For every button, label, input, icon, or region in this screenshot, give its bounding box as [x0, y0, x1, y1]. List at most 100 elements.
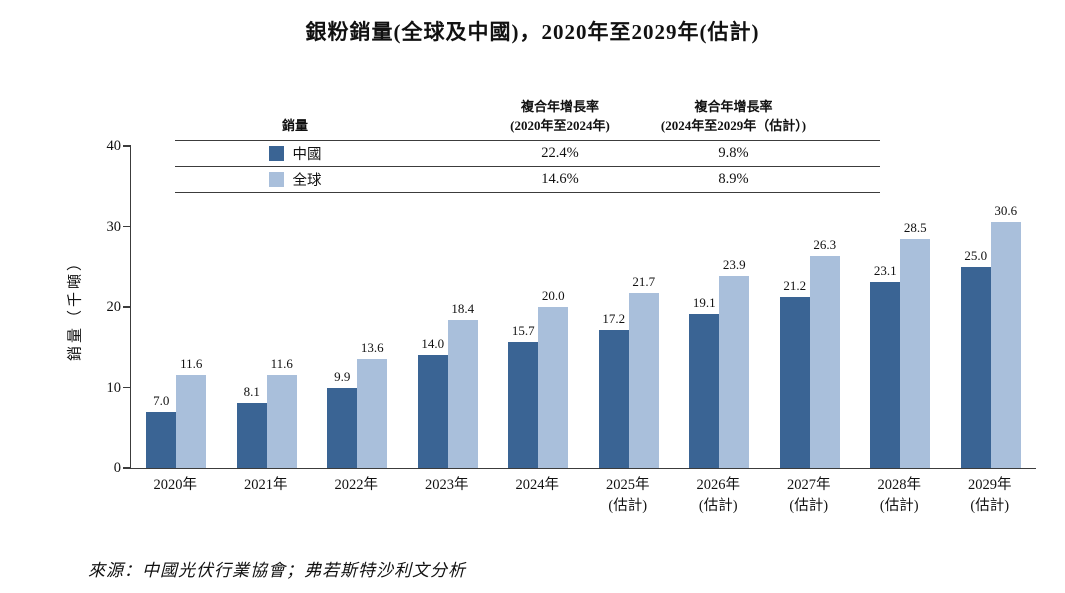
bar-global [357, 358, 388, 468]
bar-column-global: 23.9 [719, 256, 750, 468]
legend-swatch-global [268, 172, 284, 187]
bar-china [960, 266, 991, 468]
x-axis-label: 2029年 (估計) [968, 477, 1012, 515]
legend-label-global-text: 全球 [292, 173, 322, 189]
bar-column-global: 18.4 [447, 301, 478, 468]
bar-value-label: 11.6 [270, 355, 293, 371]
bar-group-2022年: 9.9 13.6 [312, 340, 403, 468]
bar-china [598, 329, 629, 468]
legend-header-sales: 銷量 [281, 118, 308, 134]
bar-column-global: 21.7 [628, 274, 659, 468]
bar-column-china: 15.7 [508, 322, 539, 468]
bar-column-china: 17.2 [598, 310, 629, 468]
cagr-value-global-2024-2029: 8.9% [718, 171, 749, 187]
legend-header-cagr-2020-2024: 複合年增長率 (2020年至2024年) [510, 99, 610, 134]
bar-column-china: 14.0 [417, 336, 448, 468]
bar-value-label: 30.6 [994, 202, 1018, 218]
y-axis-tick-label: 40 [106, 138, 122, 154]
bar-value-label: 20.0 [541, 288, 565, 303]
legend-table: 銷量 複合年增長率 (2020年至2024年) 複合年增長率 (2024年至20… [175, 94, 880, 193]
bar-column-china: 19.1 [689, 295, 720, 468]
bar-value-label: 21.2 [783, 278, 807, 294]
bar-column-china: 21.2 [779, 278, 810, 468]
bar-column-global: 26.3 [809, 237, 840, 468]
x-axis-label: 2026年 (估計) [696, 477, 741, 515]
y-axis-tick [123, 145, 131, 147]
bar-global [538, 307, 569, 468]
bar-value-label: 28.5 [903, 219, 927, 235]
y-axis-tick [123, 225, 131, 228]
bar-value-label: 19.1 [692, 295, 716, 311]
legend-label-china: 中國 [175, 141, 415, 166]
bar-column-global: 28.5 [900, 219, 931, 468]
bar-value-label: 17.2 [602, 310, 626, 326]
bar-column-china: 8.1 [236, 383, 267, 468]
bar-china [327, 388, 358, 468]
bar-china [779, 297, 810, 468]
y-axis-tick-label: 20 [106, 299, 122, 315]
x-axis-label: 2021年 [244, 477, 288, 493]
y-axis-title: 銷量（千噸） [67, 252, 84, 362]
y-axis-tick-label: 30 [106, 218, 122, 235]
source-note: 來源：中國光伏行業協會；弗若斯特沙利文分析 [88, 561, 466, 580]
y-axis-tick [123, 467, 131, 469]
bar-group-2023年: 14.0 18.4 [403, 301, 494, 468]
bar-value-label: 21.7 [632, 274, 656, 290]
y-axis-tick-label: 0 [113, 460, 121, 476]
bar-column-global: 20.0 [538, 288, 569, 468]
bar-column-china: 7.0 [146, 392, 177, 468]
legend-header-row: 銷量 複合年增長率 (2020年至2024年) 複合年增長率 (2024年至20… [175, 94, 880, 141]
bar-china [417, 355, 448, 468]
bar-value-label: 8.1 [243, 383, 260, 399]
y-axis-tick-label: 10 [106, 379, 122, 396]
bar-group-2028年: 23.1 28.5 [855, 220, 946, 468]
bar-value-label: 7.0 [153, 392, 170, 408]
bar-group-2021年: 8.1 11.6 [222, 356, 313, 468]
x-axis-label: 2025年 (估計) [606, 477, 650, 515]
bar-group-2024年: 15.7 20.0 [493, 288, 584, 468]
bar-china [236, 402, 267, 468]
bar-value-label: 9.9 [334, 369, 351, 385]
bar-value-label: 15.7 [511, 322, 535, 338]
bar-global [719, 275, 750, 468]
x-axis-label: 2024年 [515, 477, 560, 493]
legend-row-china: 中國 22.4% 9.8% [175, 141, 880, 167]
bar-china [870, 282, 901, 468]
bar-column-global: 11.6 [176, 355, 207, 468]
y-axis-tick [123, 306, 131, 308]
cagr-value-global-2020-2024: 14.6% [541, 171, 579, 187]
bar-value-label: 25.0 [964, 247, 988, 263]
bar-china [146, 411, 177, 468]
x-axis-label: 2022年 [334, 477, 379, 493]
bar-value-label: 11.6 [180, 355, 203, 371]
bar-value-label: 26.3 [813, 237, 837, 253]
bar-global [266, 374, 297, 468]
y-axis-tick [123, 386, 131, 389]
bar-column-global: 11.6 [266, 355, 297, 468]
x-axis-label: 2028年 (估計) [877, 477, 922, 515]
bar-value-label: 23.9 [722, 256, 746, 272]
x-axis-label: 2020年 [153, 477, 198, 493]
bar-value-label: 23.1 [873, 263, 897, 279]
bar-column-china: 23.1 [870, 263, 901, 468]
bar-global [628, 293, 659, 468]
bar-global [176, 374, 207, 468]
bar-value-label: 14.0 [421, 336, 445, 352]
bar-column-china: 25.0 [960, 247, 991, 468]
legend-swatch-china [268, 146, 284, 161]
chart-title: 銀粉銷量(全球及中國)，2020年至2029年(估計) [305, 20, 760, 44]
cagr-value-china-2024-2029: 9.8% [718, 145, 749, 161]
bar-global [990, 221, 1021, 468]
bar-value-label: 13.6 [360, 339, 384, 355]
bar-group-2029年: 25.0 30.6 [946, 203, 1037, 468]
bar-column-global: 30.6 [990, 202, 1021, 468]
legend-label-global: 全球 [175, 167, 415, 192]
bar-china [508, 341, 539, 468]
x-axis-label: 2027年 (估計) [787, 477, 831, 515]
bar-group-2026年: 19.1 23.9 [674, 257, 765, 468]
legend-label-china-text: 中國 [292, 147, 322, 163]
bar-group-2025年: 17.2 21.7 [584, 274, 675, 468]
legend-row-global: 全球 14.6% 8.9% [175, 167, 880, 193]
x-axis-label: 2023年 [425, 477, 469, 493]
